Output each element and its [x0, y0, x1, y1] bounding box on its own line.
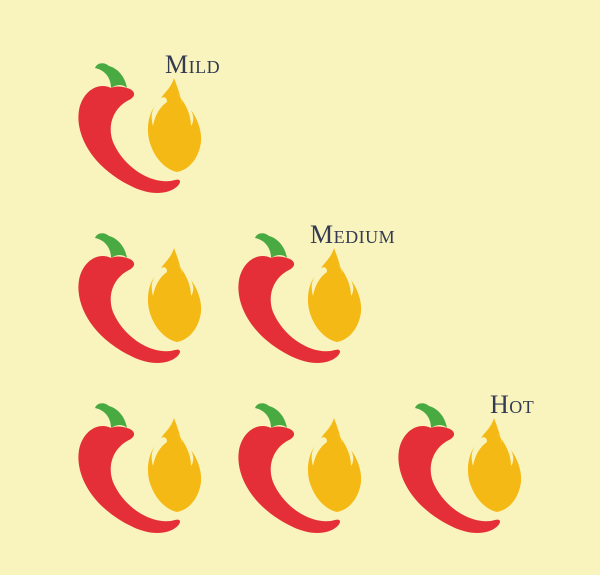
flame-icon: [147, 248, 202, 343]
flame-icon: [307, 418, 362, 513]
pepper-flame-unit: [65, 400, 220, 535]
level-1-row: [0, 60, 600, 195]
pepper-flame-unit: [225, 400, 380, 535]
pepper-flame-unit: [225, 230, 380, 365]
flame-icon: [147, 418, 202, 513]
pepper-flame-unit: [65, 230, 220, 365]
level-3-row: [0, 400, 600, 535]
pepper-flame-unit: [65, 60, 220, 195]
flame-icon: [467, 418, 522, 513]
pepper-flame-unit: [385, 400, 540, 535]
flame-icon: [147, 78, 202, 173]
flame-icon: [307, 248, 362, 343]
spice-scale-infographic: Mild Medium Hot: [0, 0, 600, 575]
level-2-row: [0, 230, 600, 365]
